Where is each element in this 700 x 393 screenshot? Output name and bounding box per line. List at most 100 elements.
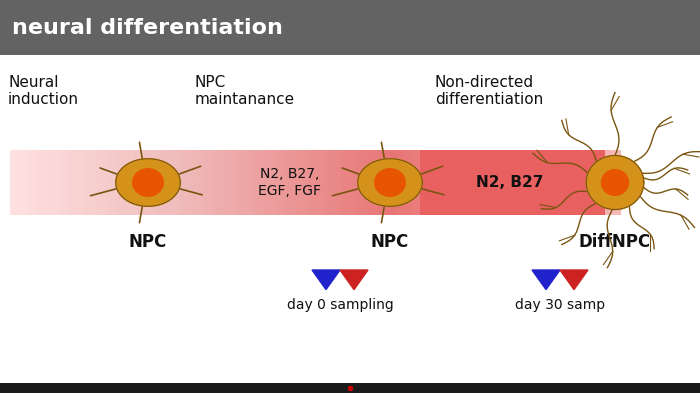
Bar — [54, 150, 59, 215]
Bar — [430, 150, 437, 215]
Text: Non-directed
differentiation: Non-directed differentiation — [435, 75, 543, 107]
Bar — [138, 150, 143, 215]
Bar — [209, 150, 215, 215]
Bar — [505, 150, 511, 215]
Bar — [176, 150, 182, 215]
Bar — [425, 150, 431, 215]
Bar — [318, 150, 325, 215]
Bar — [230, 150, 237, 215]
Polygon shape — [133, 169, 163, 196]
Bar — [465, 150, 471, 215]
Text: DiffNPC: DiffNPC — [579, 233, 651, 251]
Bar — [430, 150, 436, 215]
Bar — [66, 150, 71, 215]
Bar — [158, 150, 163, 215]
Bar — [465, 150, 472, 215]
Bar — [368, 150, 374, 215]
Bar — [424, 150, 431, 215]
Bar — [98, 150, 103, 215]
Bar — [505, 150, 512, 215]
Bar — [445, 150, 451, 215]
Bar — [488, 150, 494, 215]
Bar — [110, 150, 115, 215]
Bar — [485, 150, 491, 215]
Bar — [258, 150, 265, 215]
Bar — [126, 150, 131, 215]
Bar — [134, 150, 139, 215]
Bar — [181, 150, 188, 215]
Bar — [94, 150, 99, 215]
Bar — [192, 150, 199, 215]
Bar — [197, 150, 204, 215]
Bar — [447, 150, 454, 215]
Bar — [247, 150, 253, 215]
Bar — [420, 150, 605, 215]
Bar — [475, 150, 481, 215]
Bar — [150, 150, 155, 215]
Bar — [608, 150, 615, 215]
Bar — [499, 150, 506, 215]
Bar — [528, 150, 535, 215]
Bar — [236, 150, 242, 215]
Bar — [14, 150, 19, 215]
Bar — [459, 150, 466, 215]
Bar — [146, 150, 151, 215]
Bar — [419, 150, 426, 215]
Text: NPC: NPC — [371, 233, 409, 251]
Bar — [313, 150, 319, 215]
Bar — [450, 150, 456, 215]
Bar — [495, 150, 501, 215]
Bar — [455, 150, 461, 215]
Bar — [214, 150, 220, 215]
Bar — [280, 150, 286, 215]
Bar — [269, 150, 276, 215]
Bar — [22, 150, 27, 215]
Bar — [78, 150, 83, 215]
Bar — [351, 150, 358, 215]
Bar — [357, 150, 363, 215]
Bar — [86, 150, 91, 215]
Bar — [0, 383, 700, 393]
Bar — [384, 150, 391, 215]
Bar — [203, 150, 209, 215]
Bar — [286, 150, 292, 215]
Bar — [476, 150, 483, 215]
Bar — [402, 150, 408, 215]
Polygon shape — [340, 270, 368, 290]
Text: NPC: NPC — [129, 233, 167, 251]
Bar — [340, 150, 347, 215]
Bar — [225, 150, 232, 215]
Bar — [62, 150, 67, 215]
Bar — [74, 150, 79, 215]
Bar — [346, 150, 353, 215]
Bar — [395, 150, 402, 215]
Polygon shape — [116, 159, 181, 206]
Bar — [440, 150, 446, 215]
Bar — [363, 150, 369, 215]
Bar — [510, 150, 516, 215]
Bar — [42, 150, 47, 215]
Bar — [106, 150, 111, 215]
Polygon shape — [358, 159, 422, 206]
Bar — [592, 150, 598, 215]
Bar — [50, 150, 55, 215]
Polygon shape — [374, 169, 405, 196]
Bar — [470, 150, 477, 215]
Bar — [241, 150, 248, 215]
Bar — [253, 150, 259, 215]
Bar — [330, 150, 336, 215]
Bar — [574, 150, 581, 215]
Bar — [26, 150, 31, 215]
Bar — [291, 150, 298, 215]
Bar — [480, 150, 486, 215]
Bar — [460, 150, 466, 215]
Bar — [102, 150, 107, 215]
Bar — [500, 150, 506, 215]
Bar — [118, 150, 123, 215]
Bar — [90, 150, 95, 215]
Polygon shape — [601, 170, 629, 195]
Bar — [379, 150, 386, 215]
Bar — [166, 150, 171, 215]
Bar — [580, 150, 587, 215]
Text: Neural
induction: Neural induction — [8, 75, 79, 107]
